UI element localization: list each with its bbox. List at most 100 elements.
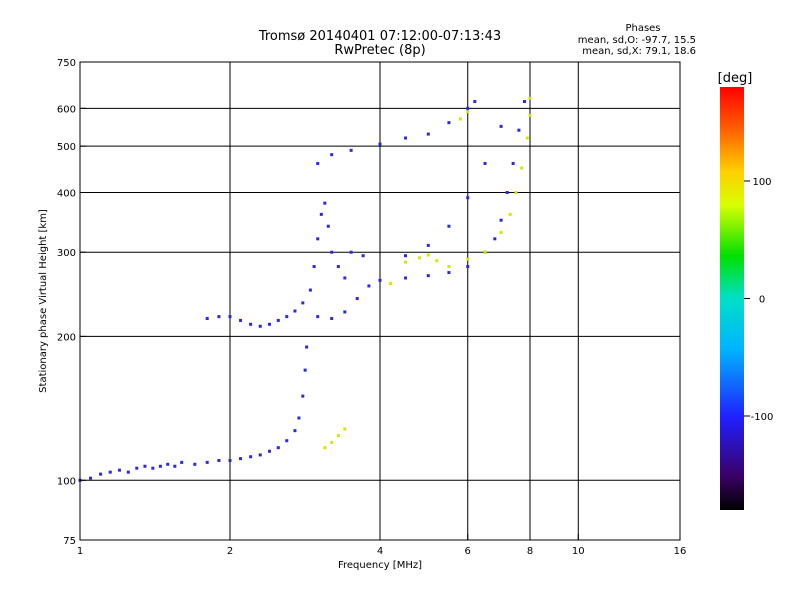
data-point-o <box>378 278 382 282</box>
data-point-o <box>316 161 320 165</box>
colorbar-tick-label: -100 <box>751 412 774 423</box>
data-point-o <box>330 153 334 157</box>
colorbar <box>720 87 744 510</box>
data-point-x <box>435 259 439 263</box>
data-point-o <box>466 265 470 269</box>
colorbar-ticks: 100 0 -100 <box>744 177 773 423</box>
data-point-x <box>343 427 347 431</box>
data-point-x <box>330 440 334 444</box>
data-point-o <box>378 142 382 146</box>
data-point-o <box>316 315 320 319</box>
data-point-o <box>316 237 320 241</box>
data-point-x <box>466 257 470 261</box>
data-point-o <box>447 224 451 228</box>
data-point-o <box>301 301 305 305</box>
data-point-o <box>308 288 312 292</box>
data-point-o <box>426 132 430 136</box>
data-point-o <box>117 468 121 472</box>
chart-title: Tromsø 20140401 07:12:00-07:13:43 <box>258 29 501 44</box>
data-point-x <box>499 230 503 234</box>
data-point-x <box>508 212 512 216</box>
data-point-x <box>520 166 524 170</box>
data-point-o <box>403 136 407 140</box>
data-point-o <box>276 446 280 450</box>
data-point-o <box>426 274 430 278</box>
data-point-o <box>267 449 271 453</box>
x-tick-label: 6 <box>465 546 471 557</box>
data-point-o <box>276 318 280 322</box>
data-point-o <box>267 322 271 326</box>
data-point-o <box>173 464 177 468</box>
data-point-o <box>193 462 197 466</box>
stats-heading: Phases <box>625 23 660 34</box>
data-point-x <box>458 117 462 121</box>
x-tick-label: 16 <box>674 546 687 557</box>
colorbar-tick-label: 0 <box>759 295 765 306</box>
data-point-o <box>108 470 112 474</box>
data-point-o <box>151 466 155 470</box>
data-point-o <box>166 462 170 466</box>
data-point-o <box>349 148 353 152</box>
data-point-o <box>293 429 297 433</box>
data-point-o <box>511 161 515 165</box>
y-tick-label: 500 <box>57 142 76 153</box>
data-point-o <box>285 315 289 319</box>
data-point-o <box>355 297 359 301</box>
data-point-o <box>143 464 147 468</box>
data-point-o <box>297 416 301 420</box>
colorbar-label: [deg] <box>718 71 753 86</box>
data-point-o <box>126 470 130 474</box>
data-point-o <box>473 100 477 104</box>
data-point-o <box>135 466 139 470</box>
data-points <box>78 96 532 482</box>
x-tick-label: 1 <box>77 546 83 557</box>
data-point-o <box>258 453 262 457</box>
data-point-x <box>525 136 529 140</box>
y-axis-label: Stationary phase Virtual Height [km] <box>38 209 49 393</box>
data-point-o <box>323 201 327 205</box>
data-point-o <box>180 460 184 464</box>
data-point-o <box>493 237 497 241</box>
data-point-o <box>239 457 243 461</box>
data-point-o <box>326 224 330 228</box>
y-tick-label: 750 <box>57 58 76 69</box>
data-point-o <box>466 196 470 200</box>
x-tick-label: 10 <box>572 546 585 557</box>
data-point-o <box>517 128 521 132</box>
data-point-o <box>483 161 487 165</box>
data-point-o <box>89 476 93 480</box>
y-tick-label: 300 <box>57 248 76 259</box>
data-point-o <box>249 322 253 326</box>
data-point-o <box>403 276 407 280</box>
data-point-o <box>343 310 347 314</box>
data-point-o <box>319 212 323 216</box>
y-tick-label: 100 <box>57 476 76 487</box>
data-point-o <box>349 250 353 254</box>
chart-subtitle: RwPretec (8p) <box>334 43 425 58</box>
data-point-o <box>258 324 262 328</box>
data-point-o <box>249 455 253 459</box>
data-point-o <box>303 368 307 372</box>
colorbar-tick-label: 100 <box>752 177 771 188</box>
stats-o-line: mean, sd,O: -97.7, 15.5 <box>578 35 696 46</box>
data-point-o <box>217 458 221 462</box>
data-point-o <box>499 218 503 222</box>
data-point-o <box>205 316 209 320</box>
data-point-x <box>389 282 393 286</box>
data-point-o <box>158 464 162 468</box>
data-point-x <box>483 250 487 254</box>
data-point-o <box>505 190 509 194</box>
data-point-o <box>361 254 365 258</box>
y-tick-label: 600 <box>57 104 76 115</box>
data-point-x <box>417 256 421 260</box>
data-point-o <box>99 472 103 476</box>
data-point-o <box>285 439 289 443</box>
data-point-x <box>323 446 327 450</box>
data-point-o <box>217 315 221 319</box>
x-tick-label: 4 <box>377 546 383 557</box>
y-tick-label: 75 <box>63 536 76 547</box>
data-point-x <box>403 260 407 264</box>
data-point-o <box>305 345 309 349</box>
